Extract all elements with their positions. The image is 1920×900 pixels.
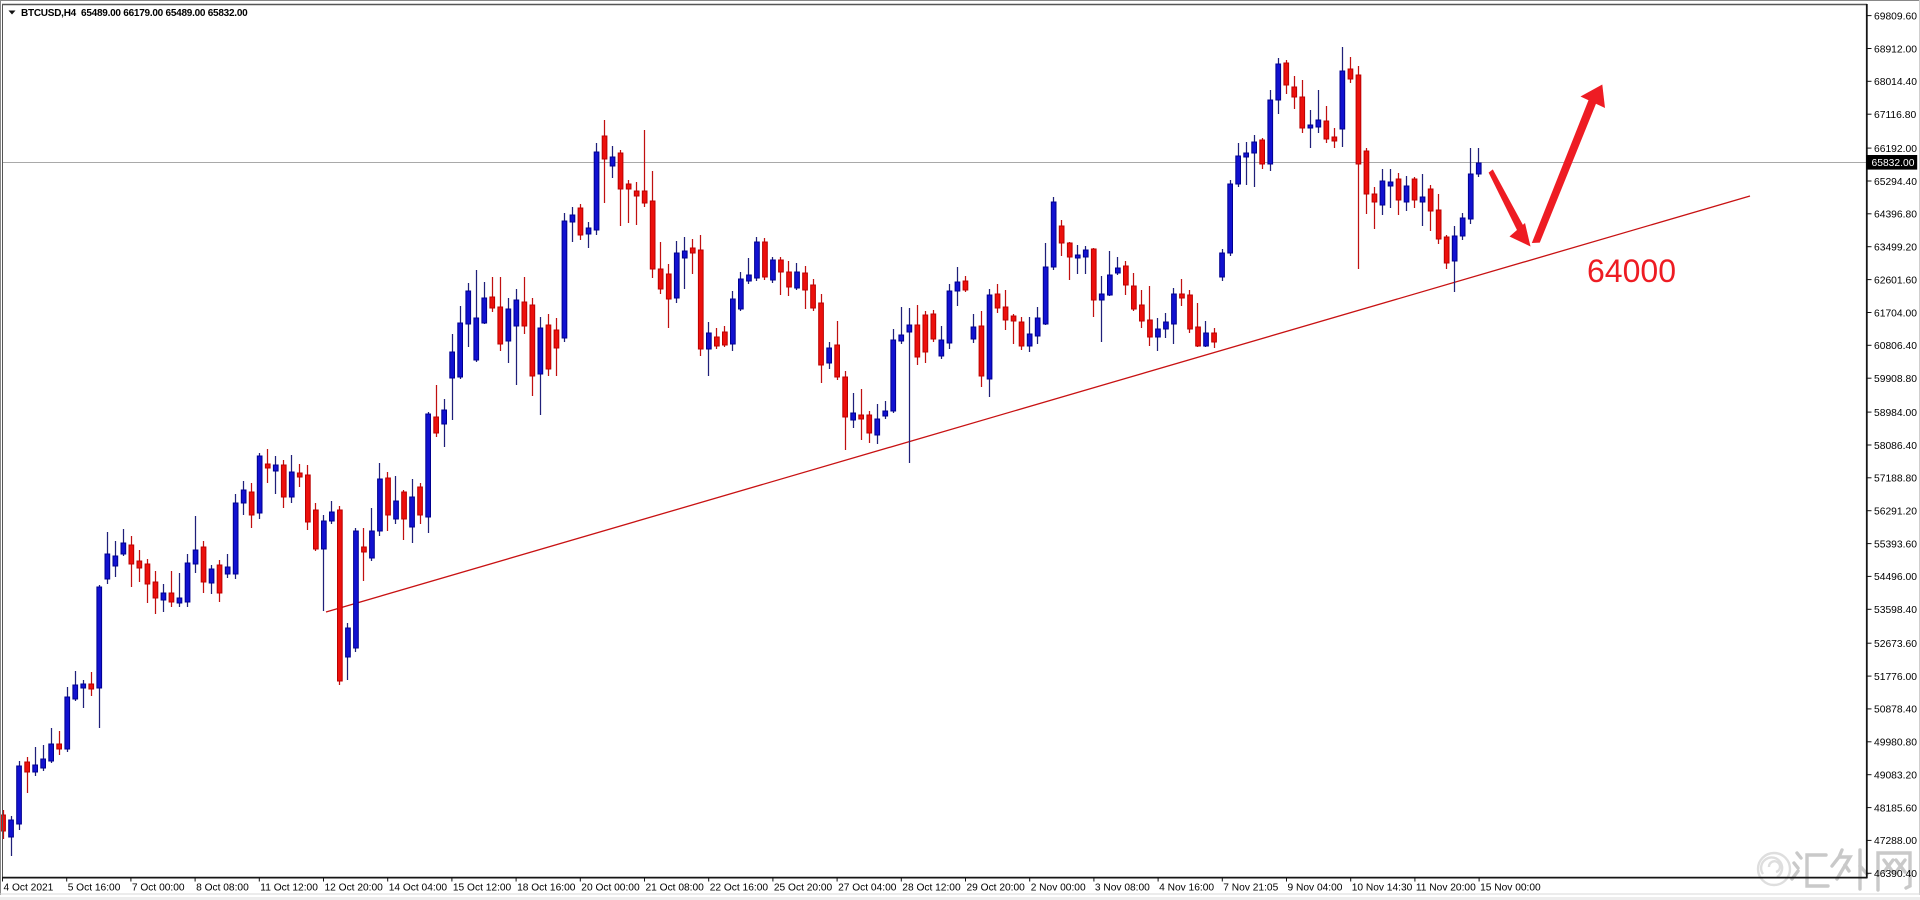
svg-text:58984.00: 58984.00: [1874, 408, 1917, 419]
svg-text:69809.60: 69809.60: [1874, 11, 1917, 22]
svg-text:46390.40: 46390.40: [1874, 869, 1917, 880]
svg-text:67116.80: 67116.80: [1874, 110, 1916, 121]
svg-text:BTCUSD,H4 65489.00 66179.00 6: BTCUSD,H4 65489.00 66179.00 65489.00 658…: [21, 8, 248, 19]
svg-text:3 Nov 08:00: 3 Nov 08:00: [1095, 883, 1150, 894]
svg-text:11 Nov 20:00: 11 Nov 20:00: [1416, 883, 1476, 894]
svg-text:49083.20: 49083.20: [1874, 771, 1917, 782]
svg-text:14 Oct 04:00: 14 Oct 04:00: [389, 883, 448, 894]
svg-text:65294.40: 65294.40: [1874, 177, 1917, 188]
svg-text:9 Nov 04:00: 9 Nov 04:00: [1288, 883, 1343, 894]
svg-text:22 Oct 16:00: 22 Oct 16:00: [710, 883, 769, 894]
svg-text:58086.40: 58086.40: [1874, 441, 1917, 452]
svg-text:68912.00: 68912.00: [1874, 44, 1917, 55]
svg-text:63499.20: 63499.20: [1874, 243, 1917, 254]
svg-text:15 Oct 12:00: 15 Oct 12:00: [453, 883, 512, 894]
svg-text:28 Oct 12:00: 28 Oct 12:00: [902, 883, 961, 894]
svg-text:55393.60: 55393.60: [1874, 539, 1917, 550]
svg-text:7 Oct 00:00: 7 Oct 00:00: [132, 883, 185, 894]
svg-text:60806.40: 60806.40: [1874, 341, 1917, 352]
svg-text:21 Oct 08:00: 21 Oct 08:00: [646, 883, 705, 894]
svg-text:5 Oct 16:00: 5 Oct 16:00: [68, 883, 121, 894]
svg-text:66192.00: 66192.00: [1874, 144, 1917, 155]
svg-text:57188.80: 57188.80: [1874, 474, 1917, 485]
svg-text:4 Nov 16:00: 4 Nov 16:00: [1159, 883, 1214, 894]
svg-text:53598.40: 53598.40: [1874, 605, 1917, 616]
svg-text:20 Oct 00:00: 20 Oct 00:00: [581, 883, 640, 894]
svg-text:49980.80: 49980.80: [1874, 738, 1917, 749]
svg-text:7 Nov 21:05: 7 Nov 21:05: [1223, 883, 1278, 894]
svg-text:8 Oct 08:00: 8 Oct 08:00: [196, 883, 249, 894]
svg-text:59908.80: 59908.80: [1874, 374, 1917, 385]
svg-text:10 Nov 14:30: 10 Nov 14:30: [1352, 883, 1413, 894]
svg-text:48185.60: 48185.60: [1874, 803, 1917, 814]
svg-text:62601.60: 62601.60: [1874, 275, 1917, 286]
svg-text:51776.00: 51776.00: [1874, 672, 1917, 683]
svg-text:52673.60: 52673.60: [1874, 639, 1917, 650]
svg-text:64000: 64000: [1587, 253, 1676, 289]
svg-text:50878.40: 50878.40: [1874, 705, 1917, 716]
svg-text:68014.40: 68014.40: [1874, 77, 1917, 88]
svg-text:27 Oct 04:00: 27 Oct 04:00: [838, 883, 897, 894]
svg-text:25 Oct 20:00: 25 Oct 20:00: [774, 883, 833, 894]
svg-text:54496.00: 54496.00: [1874, 572, 1917, 583]
svg-text:4 Oct 2021: 4 Oct 2021: [4, 883, 54, 894]
svg-text:61704.00: 61704.00: [1874, 308, 1917, 319]
svg-text:47288.00: 47288.00: [1874, 836, 1917, 847]
svg-text:11 Oct 12:00: 11 Oct 12:00: [260, 883, 318, 894]
svg-text:15 Nov 00:00: 15 Nov 00:00: [1480, 883, 1541, 894]
svg-text:2 Nov 00:00: 2 Nov 00:00: [1031, 883, 1086, 894]
svg-text:18 Oct 16:00: 18 Oct 16:00: [517, 883, 576, 894]
svg-text:64396.80: 64396.80: [1874, 210, 1917, 221]
svg-text:29 Oct 20:00: 29 Oct 20:00: [967, 883, 1026, 894]
svg-text:65832.00: 65832.00: [1872, 158, 1915, 169]
svg-text:56291.20: 56291.20: [1874, 507, 1917, 518]
svg-text:12 Oct 20:00: 12 Oct 20:00: [325, 883, 384, 894]
